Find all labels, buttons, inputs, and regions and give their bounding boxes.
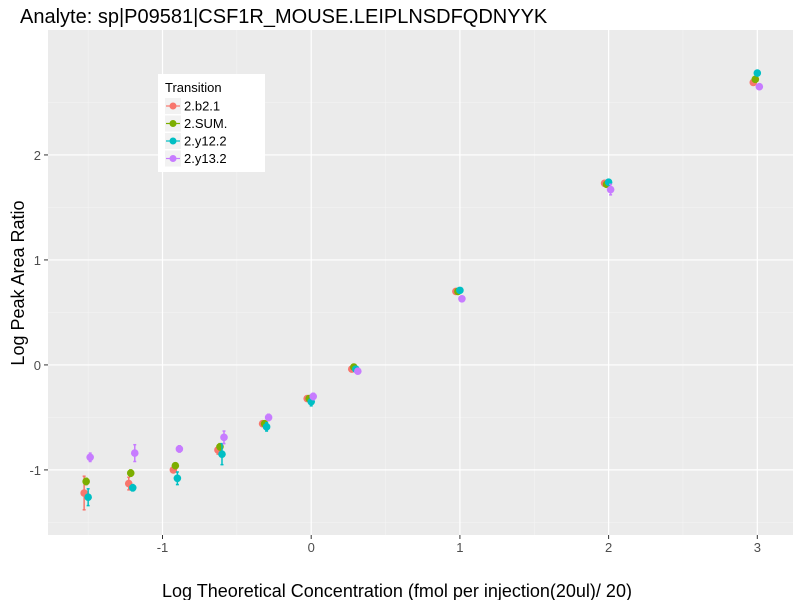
legend-title: Transition	[165, 80, 222, 95]
x-tick-label: 2	[605, 540, 612, 555]
data-point	[458, 294, 466, 303]
data-point	[82, 477, 90, 486]
data-point	[753, 69, 762, 77]
data-point	[456, 286, 464, 295]
data-point	[84, 493, 92, 502]
x-tick-label: 3	[754, 540, 761, 555]
legend-key-point	[169, 102, 177, 110]
y-tick-label: 0	[34, 358, 41, 373]
y-tick-label: -1	[29, 463, 41, 478]
data-point	[262, 423, 271, 431]
data-points	[80, 69, 764, 511]
data-point	[173, 474, 182, 483]
x-tick-label: 0	[308, 540, 315, 555]
chart-title: Analyte: sp|P09581|CSF1R_MOUSE.LEIPLNSDF…	[20, 6, 548, 28]
data-point	[86, 453, 94, 462]
data-point	[220, 433, 228, 442]
data-point	[309, 392, 318, 401]
axis-ticks: -1 0 1 2 3 -1 0 1 2	[29, 148, 760, 555]
data-point	[751, 75, 760, 84]
y-tick-label: 2	[34, 148, 41, 163]
data-point	[354, 367, 362, 376]
legend-key-point	[169, 120, 177, 127]
data-point	[606, 185, 615, 194]
legend-label: 2.y12.2	[184, 134, 227, 149]
y-tick-label: 1	[34, 253, 41, 268]
data-point	[175, 445, 184, 453]
x-axis-label: Log Theoretical Concentration (fmol per …	[162, 581, 632, 600]
data-point	[126, 469, 135, 477]
x-tick-label: -1	[157, 540, 169, 555]
series-2.SUM.	[82, 75, 760, 486]
legend: Transition 2.b2.1 2.SUM. 2.y12.2 2.y13.2	[158, 74, 265, 172]
legend-label: 2.b2.1	[184, 99, 220, 114]
legend-key-point	[169, 155, 177, 162]
legend-label: 2.SUM.	[184, 116, 227, 131]
legend-key-point	[169, 137, 177, 145]
data-point	[264, 413, 273, 422]
data-point	[128, 483, 137, 492]
data-point	[130, 449, 139, 457]
data-point	[171, 461, 180, 470]
y-axis-label: Log Peak Area Ratio	[8, 200, 28, 365]
series-2.y13.2	[86, 82, 764, 463]
x-tick-label: 1	[456, 540, 463, 555]
data-point	[218, 450, 226, 458]
legend-label: 2.y13.2	[184, 151, 227, 166]
data-point	[755, 82, 764, 91]
